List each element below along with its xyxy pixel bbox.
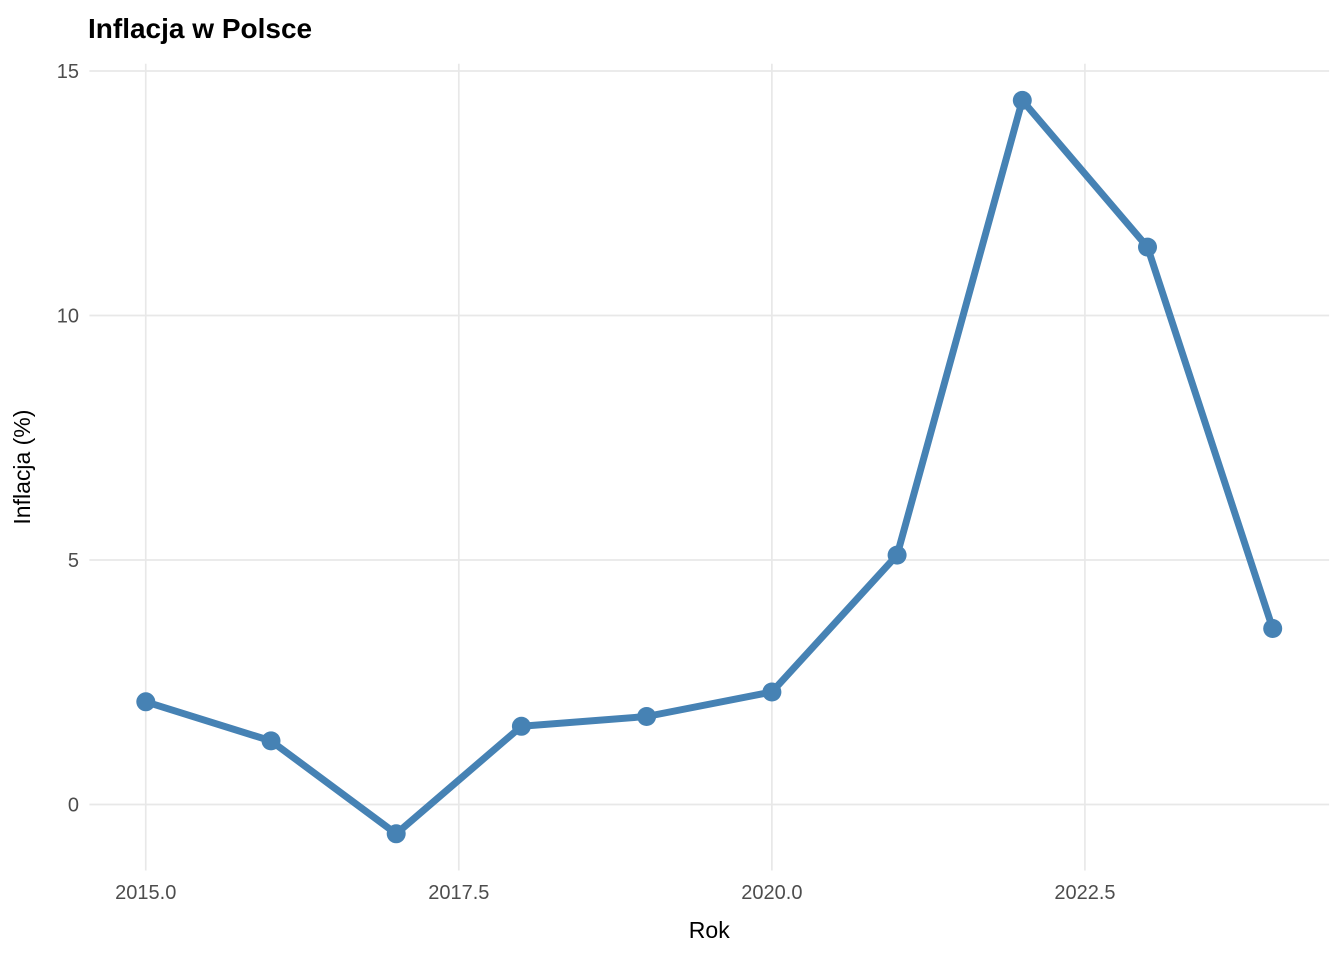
y-tick-label: 0	[68, 794, 79, 816]
y-axis-tick-labels: 0 5 10 15	[57, 61, 79, 816]
data-point	[136, 692, 156, 712]
x-tick-label: 2022.5	[1054, 882, 1115, 904]
gridlines	[89, 63, 1330, 871]
series-layer	[144, 96, 1277, 838]
data-point	[762, 682, 782, 702]
y-axis-label: Inflacja (%)	[9, 410, 35, 525]
x-tick-label: 2015.0	[115, 882, 176, 904]
data-point	[511, 716, 531, 736]
data-point	[386, 824, 406, 844]
data-point	[1012, 90, 1032, 110]
y-tick-label: 10	[57, 306, 79, 328]
y-tick-label: 15	[57, 61, 79, 83]
y-tick-label: 5	[68, 550, 79, 572]
data-point	[1138, 237, 1157, 257]
data-point	[261, 731, 281, 751]
chart-title: Inflacja w Polsce	[88, 13, 312, 44]
inflation-line	[144, 96, 1277, 838]
x-axis-label: Rok	[689, 917, 730, 943]
data-point	[637, 707, 657, 726]
data-point	[1263, 619, 1283, 638]
data-point	[887, 545, 907, 565]
x-tick-label: 2017.5	[428, 882, 489, 904]
x-tick-label: 2020.0	[741, 882, 802, 904]
x-axis-tick-labels: 2015.0 2017.5 2020.0 2022.5	[115, 882, 1115, 904]
points-layer	[136, 90, 1283, 844]
